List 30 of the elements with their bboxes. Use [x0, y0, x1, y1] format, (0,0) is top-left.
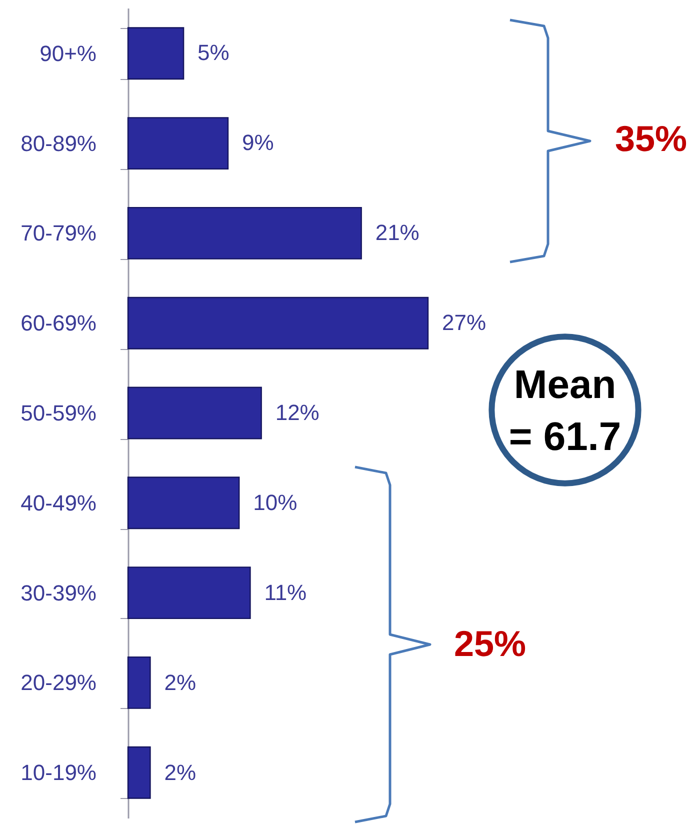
data-label: 27% [442, 310, 486, 335]
bar [127, 746, 151, 799]
text: Mean = 61.7 [508, 363, 622, 459]
bar [127, 386, 262, 440]
y-tick-label: 40-49% [20, 490, 96, 516]
y-tick-label: 90+% [40, 40, 96, 66]
y-tick-label: 20-29% [20, 670, 96, 696]
bar [127, 566, 251, 620]
data-label: 2% [164, 760, 196, 785]
data-label: 2% [164, 670, 196, 695]
bar [127, 656, 151, 709]
data-label: 10% [253, 490, 298, 515]
bar [127, 296, 429, 350]
y-tick-label: 80-89% [20, 130, 96, 156]
text: 35% [614, 118, 688, 159]
bar [127, 117, 229, 170]
data-label: 21% [375, 220, 420, 245]
data-label: 12% [275, 400, 320, 425]
y-tick-label: 50-59% [20, 400, 96, 426]
data-label: 11% [264, 580, 307, 605]
y-tick-label: 30-39% [20, 580, 96, 606]
data-label: 9% [242, 130, 274, 155]
data-label: 5% [198, 40, 230, 65]
bar [127, 206, 362, 260]
bar [127, 27, 184, 80]
text: 25% [454, 623, 526, 664]
y-tick-label: 60-69% [20, 310, 96, 336]
bar [127, 476, 240, 530]
y-tick-label: 70-79% [20, 220, 96, 246]
y-tick-label: 10-19% [20, 760, 96, 786]
